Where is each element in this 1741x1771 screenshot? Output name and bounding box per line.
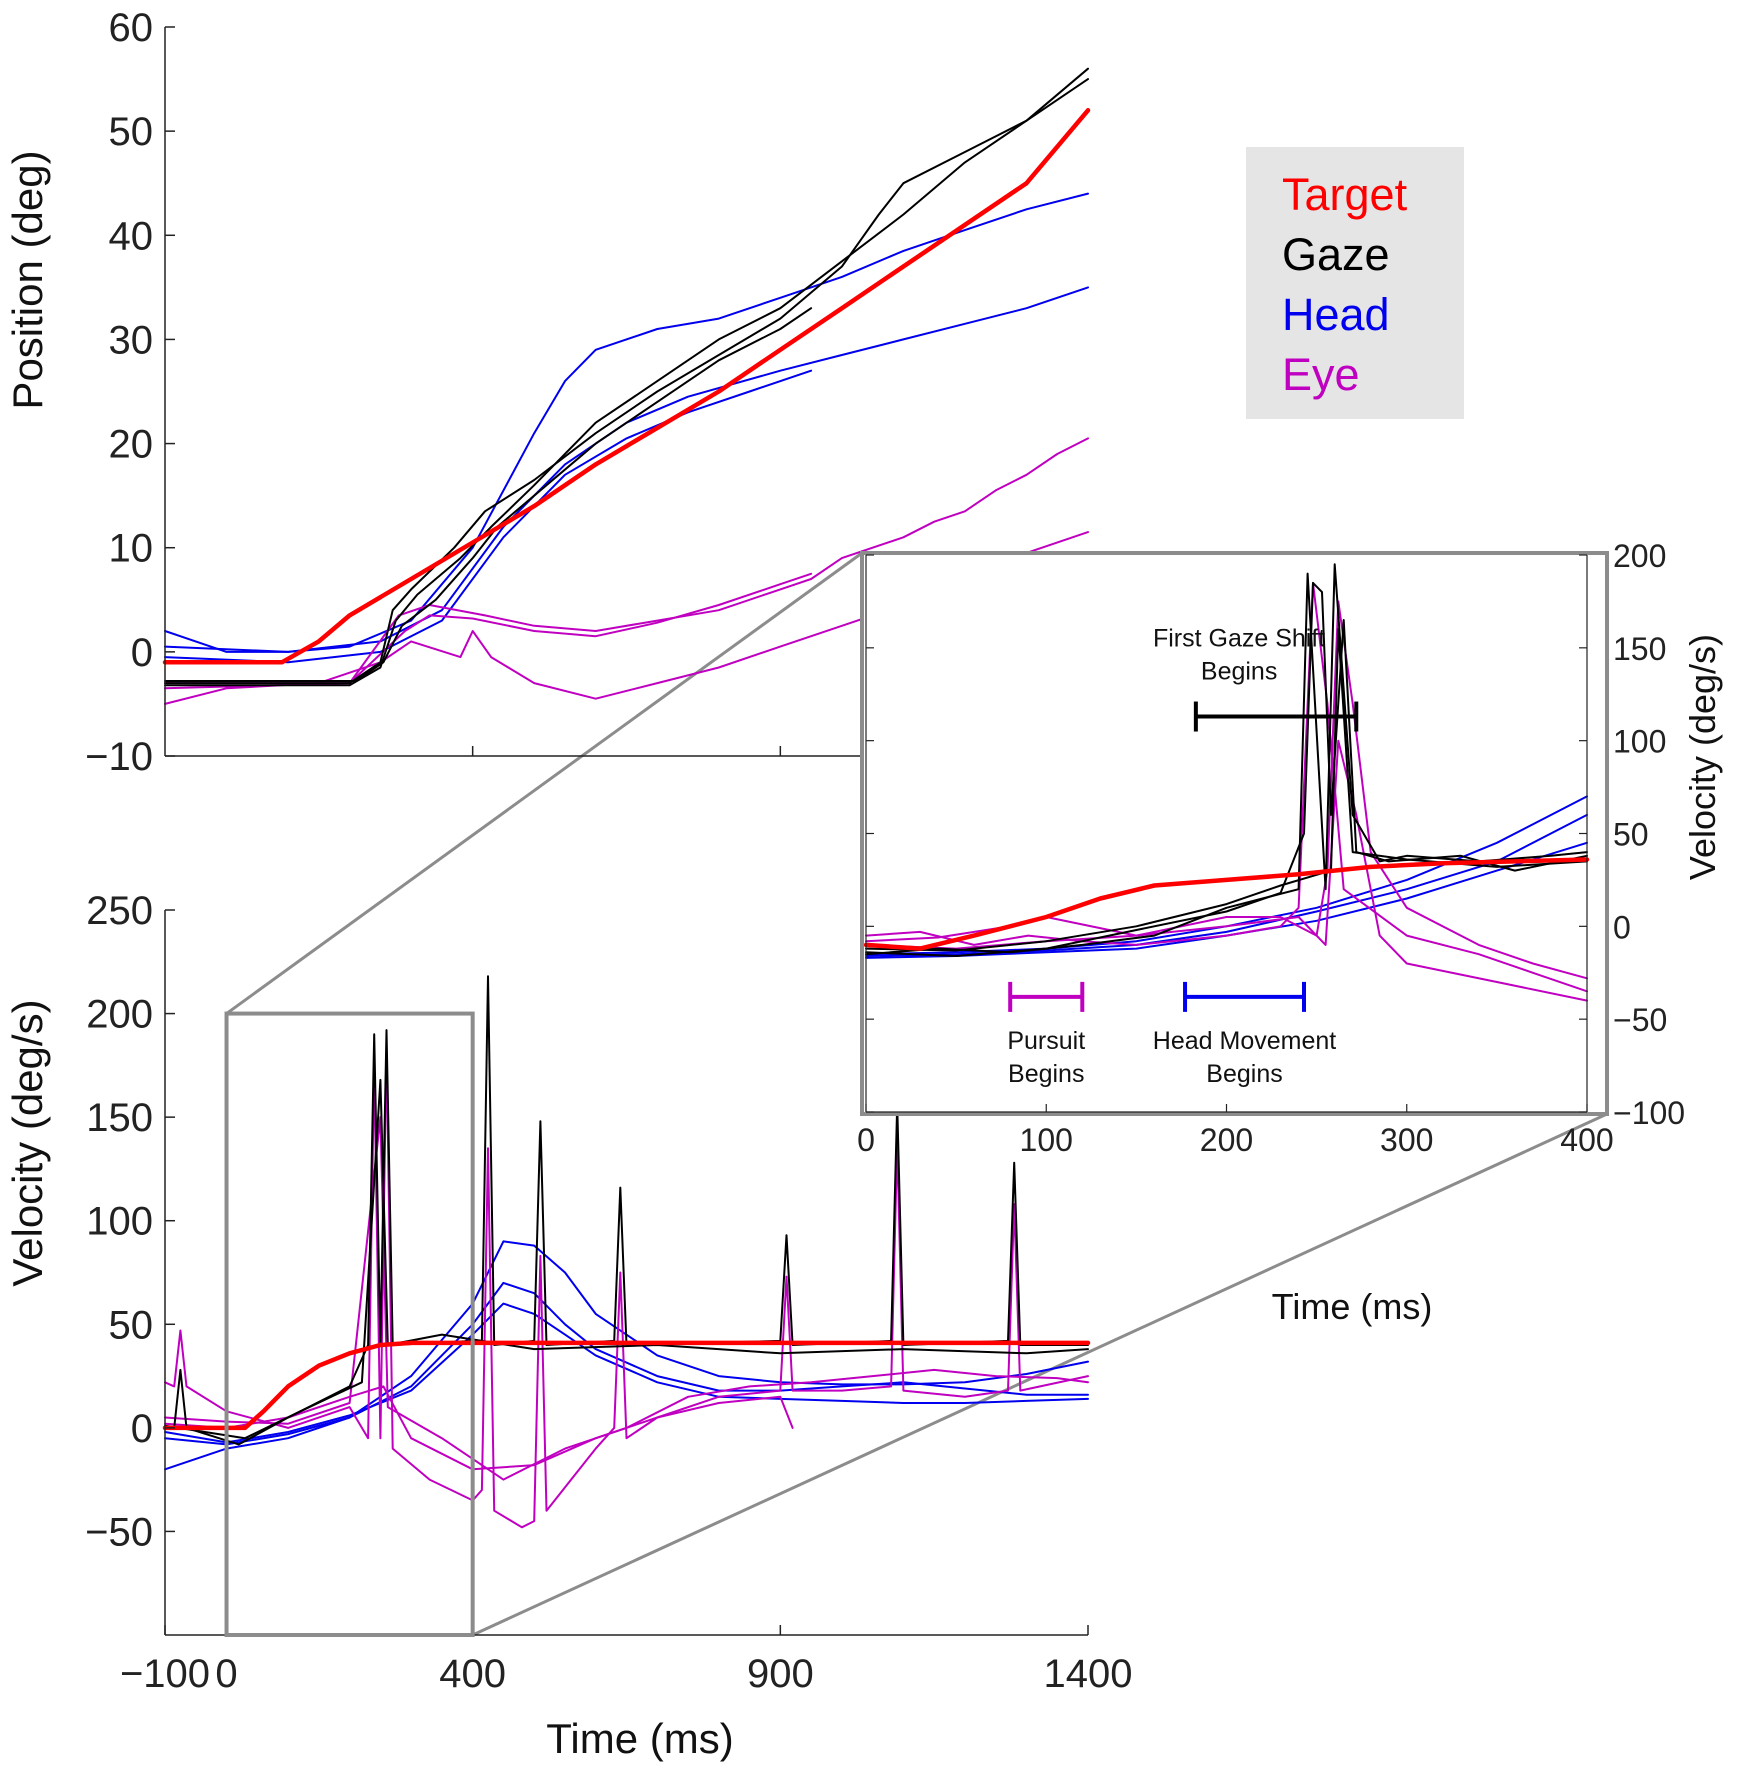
head-series-line-6	[164, 369, 813, 664]
velocity-y-tick-label: 250	[86, 889, 153, 933]
position-y-tick-label: 30	[109, 318, 154, 362]
velocity-x-tick-label: 0	[215, 1652, 237, 1696]
velocity-y-tick-label: 100	[86, 1200, 153, 1244]
gaze-series-line-1	[164, 67, 1089, 685]
zoom-connector-top	[225, 551, 863, 1015]
zoom-box	[224, 1011, 475, 1637]
gaze-series-line-3	[865, 628, 1588, 952]
inset-y-tick-label: −50	[1613, 1002, 1667, 1038]
position-y-axis-label: Position (deg)	[4, 150, 51, 409]
position-series	[162, 67, 1091, 705]
zoom-connector-bottom	[472, 1112, 1608, 1637]
first-gaze-shift-label: First Gaze Shift	[1153, 625, 1325, 653]
inset-x-tick-label: 300	[1380, 1122, 1433, 1158]
position-y-tick-label: 60	[109, 6, 154, 50]
velocity-y-tick-label: 150	[86, 1096, 153, 1140]
inset-x-axis-label: Time (ms)	[1272, 1286, 1433, 1327]
head-series-line-4	[164, 1281, 1089, 1446]
velocity-x-tick-label: 1400	[1044, 1652, 1133, 1696]
legend-item-eye: Eye	[1282, 349, 1360, 400]
inset-series	[863, 563, 1590, 1002]
eye-series-line-9	[164, 572, 813, 685]
inset-x-tick-label: 0	[857, 1122, 875, 1158]
legend-item-head: Head	[1282, 289, 1390, 340]
inset-y-tick-label: −100	[1613, 1095, 1685, 1131]
gaze-series-line-2	[865, 581, 1588, 957]
velocity-x-tick-label: 400	[439, 1652, 506, 1696]
inset-panel: First Gaze Shift Begins Pursuit Begins Head …	[857, 538, 1723, 1327]
velocity-x-tick-label: 900	[747, 1652, 814, 1696]
velocity-y-tick-label: 200	[86, 993, 153, 1037]
eye-series-line-6	[164, 1043, 1089, 1529]
gaze-series-line-3	[164, 307, 813, 682]
legend-box	[1246, 147, 1464, 419]
velocity-y-tick-label: 0	[131, 1407, 153, 1451]
head-movement-label: Head Movement	[1153, 1027, 1336, 1055]
head-series-line-4	[164, 192, 1089, 653]
zoom-connectors	[225, 551, 1608, 1637]
position-y-tick-label: 10	[109, 527, 154, 571]
inset-x-tick-label: 100	[1020, 1122, 1073, 1158]
gaze-series-line-2	[164, 78, 1089, 687]
position-y-tick-label: 50	[109, 110, 154, 154]
inset-y-tick-label: 50	[1613, 817, 1649, 853]
legend-item-gaze: Gaze	[1282, 229, 1390, 280]
velocity-series	[162, 975, 1091, 1529]
first-gaze-shift-label: Begins	[1201, 658, 1277, 686]
inset-frame	[860, 551, 1609, 1116]
head-movement-label: Begins	[1206, 1060, 1282, 1088]
velocity-y-axis-label: Velocity (deg/s)	[4, 999, 51, 1286]
inset-background	[862, 553, 1607, 1114]
velocity-x-axis-label: Time (ms)	[546, 1715, 733, 1762]
eye-series-line-7	[865, 581, 1588, 993]
position-y-tick-label: 20	[109, 423, 154, 467]
velocity-y-tick-label: −50	[85, 1510, 153, 1554]
pursuit-label: Pursuit	[1007, 1027, 1085, 1055]
target-series-line-0	[162, 1340, 1091, 1431]
inset-axes: −100 −50 0 50 100 150 200 0 100 200 300 400	[857, 538, 1685, 1158]
inset-y-axis-label: Velocity (deg/s)	[1682, 634, 1723, 880]
target-series-line-0	[863, 857, 1590, 951]
velocity-x-tick-label: −100	[120, 1652, 210, 1696]
inset-x-tick-label: 200	[1200, 1122, 1253, 1158]
legend: Target Gaze Head Eye	[1246, 147, 1464, 419]
inset-y-tick-label: 100	[1613, 724, 1666, 760]
inset-x-tick-label: 400	[1560, 1122, 1613, 1158]
target-series-line-0	[162, 108, 1091, 665]
inset-y-tick-label: 200	[1613, 538, 1666, 574]
position-y-tick-label: 0	[131, 631, 153, 675]
pursuit-label: Begins	[1008, 1060, 1084, 1088]
inset-annotations: First Gaze Shift Begins Pursuit Begins Head …	[1007, 625, 1359, 1088]
inset-y-tick-label: 0	[1613, 909, 1631, 945]
eye-series-line-8	[164, 1385, 794, 1471]
gaze-series-line-2	[164, 1078, 1089, 1440]
position-y-tick-label: 40	[109, 214, 154, 258]
inset-y-tick-label: 150	[1613, 631, 1666, 667]
legend-item-target: Target	[1282, 169, 1408, 220]
velocity-y-tick-label: 50	[109, 1303, 154, 1347]
position-y-tick-label: −10	[85, 735, 153, 779]
